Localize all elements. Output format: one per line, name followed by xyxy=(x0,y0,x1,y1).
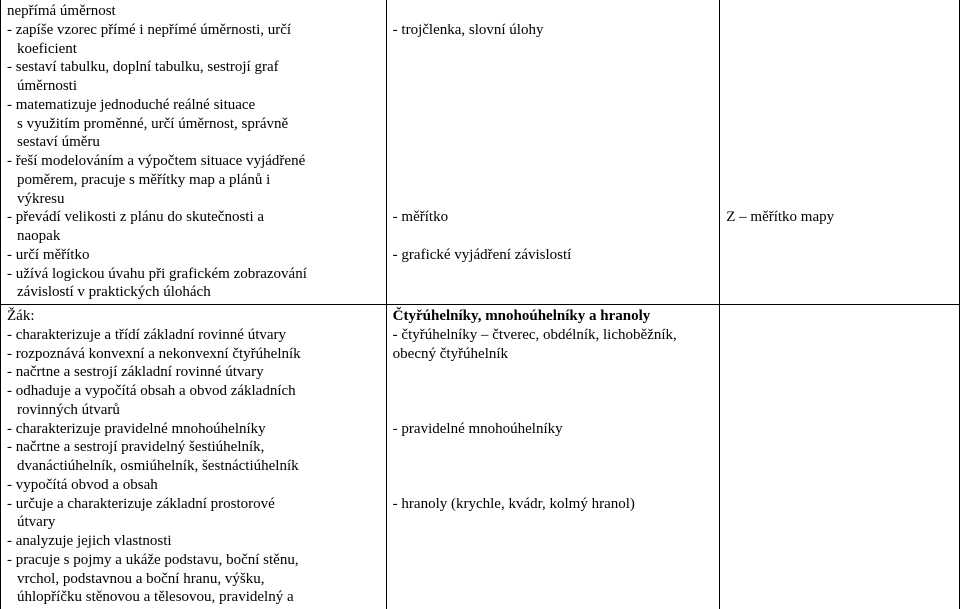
outcome-line: - načrtne a sestrojí základní rovinné út… xyxy=(7,363,380,382)
outcome-line: - charakterizuje a třídí základní rovinn… xyxy=(7,326,380,345)
table-row: Žák: - charakterizuje a třídí základní r… xyxy=(1,305,960,609)
outcome-line: - charakterizuje pravidelné mnohoúhelník… xyxy=(7,420,380,439)
outcome-line: - vypočítá obvod a obsah xyxy=(7,476,380,495)
outcome-line: - sestaví tabulku, doplní tabulku, sestr… xyxy=(7,58,380,77)
cell-outcomes-2: Žák: - charakterizuje a třídí základní r… xyxy=(1,305,387,609)
blank-line xyxy=(393,171,714,190)
outcome-line: - matematizuje jednoduché reálné situace xyxy=(7,96,380,115)
table-row: nepřímá úměrnost - zapíše vzorec přímé i… xyxy=(1,0,960,305)
outcome-line: - pracuje s pojmy a ukáže podstavu, bočn… xyxy=(7,551,380,570)
topic-title: nepřímá úměrnost xyxy=(7,2,380,21)
blank-line xyxy=(726,77,953,96)
outcome-line: - rozpoznává konvexní a nekonvexní čtyřú… xyxy=(7,345,380,364)
blank-line xyxy=(393,77,714,96)
outcome-line: koeficient xyxy=(7,40,380,59)
blank-line xyxy=(726,40,953,59)
blank-line xyxy=(393,401,714,420)
cell-content-1: - trojčlenka, slovní úlohy - měřítko - g… xyxy=(386,0,720,305)
cell-cross-2 xyxy=(720,305,960,609)
cell-content-2: Čtyřúhelníky, mnohoúhelníky a hranoly - … xyxy=(386,305,720,609)
blank-line xyxy=(393,133,714,152)
blank-line xyxy=(393,438,714,457)
outcome-line: sestaví úměru xyxy=(7,133,380,152)
content-line: - měřítko xyxy=(393,208,714,227)
blank-line xyxy=(393,2,714,21)
outcome-line: dvanáctiúhelník, osmiúhelník, šestnáctiú… xyxy=(7,457,380,476)
blank-line xyxy=(726,2,953,21)
blank-line xyxy=(726,190,953,209)
outcome-line: - určí měřítko xyxy=(7,246,380,265)
cell-cross-1: Z – měřítko mapy xyxy=(720,0,960,305)
blank-line xyxy=(393,190,714,209)
outcome-line: - užívá logickou úvahu při grafickém zob… xyxy=(7,265,380,284)
blank-line xyxy=(393,382,714,401)
zak-label: Žák: xyxy=(7,307,380,326)
blank-line xyxy=(393,115,714,134)
outcome-line: výkresu xyxy=(7,190,380,209)
content-line: - pravidelné mnohoúhelníky xyxy=(393,420,714,439)
blank-line xyxy=(393,40,714,59)
blank-line xyxy=(393,96,714,115)
outcome-line: - analyzuje jejich vlastnosti xyxy=(7,532,380,551)
outcome-line: - převádí velikosti z plánu do skutečnos… xyxy=(7,208,380,227)
content-line: - trojčlenka, slovní úlohy xyxy=(393,21,714,40)
cell-outcomes-1: nepřímá úměrnost - zapíše vzorec přímé i… xyxy=(1,0,387,305)
blank-line xyxy=(726,133,953,152)
outcome-line: - odhaduje a vypočítá obsah a obvod zákl… xyxy=(7,382,380,401)
outcome-line: - načrtne a sestrojí pravidelný šestiúhe… xyxy=(7,438,380,457)
blank-line xyxy=(393,227,714,246)
blank-line xyxy=(726,96,953,115)
outcome-line: - určuje a charakterizuje základní prost… xyxy=(7,495,380,514)
outcome-line: poměrem, pracuje s měřítky map a plánů i xyxy=(7,171,380,190)
blank-line xyxy=(726,115,953,134)
cross-link-line: Z – měřítko mapy xyxy=(726,208,953,227)
blank-line xyxy=(726,171,953,190)
content-line: - hranoly (krychle, kvádr, kolmý hranol) xyxy=(393,495,714,514)
outcome-line: - zapíše vzorec přímé i nepřímé úměrnost… xyxy=(7,21,380,40)
outcome-line: útvary xyxy=(7,513,380,532)
blank-line xyxy=(393,58,714,77)
blank-line xyxy=(726,21,953,40)
outcome-line: - řeší modelováním a výpočtem situace vy… xyxy=(7,152,380,171)
blank-line xyxy=(393,152,714,171)
outcome-line: vrchol, podstavnou a boční hranu, výšku, xyxy=(7,570,380,589)
outcome-line: úměrnosti xyxy=(7,77,380,96)
outcome-line: závislostí v praktických úlohách xyxy=(7,283,380,302)
outcome-line: s využitím proměnné, určí úměrnost, sprá… xyxy=(7,115,380,134)
blank-line xyxy=(393,476,714,495)
blank-line xyxy=(726,58,953,77)
blank-line xyxy=(726,152,953,171)
blank-line xyxy=(726,307,953,326)
outcome-line: naopak xyxy=(7,227,380,246)
outcome-line: rovinných útvarů xyxy=(7,401,380,420)
curriculum-table: nepřímá úměrnost - zapíše vzorec přímé i… xyxy=(0,0,960,609)
content-line: - čtyřúhelníky – čtverec, obdélník, lich… xyxy=(393,326,714,345)
content-line: obecný čtyřúhelník xyxy=(393,345,714,364)
content-line: - grafické vyjádření závislostí xyxy=(393,246,714,265)
blank-line xyxy=(393,457,714,476)
blank-line xyxy=(393,363,714,382)
content-heading: Čtyřúhelníky, mnohoúhelníky a hranoly xyxy=(393,307,714,326)
